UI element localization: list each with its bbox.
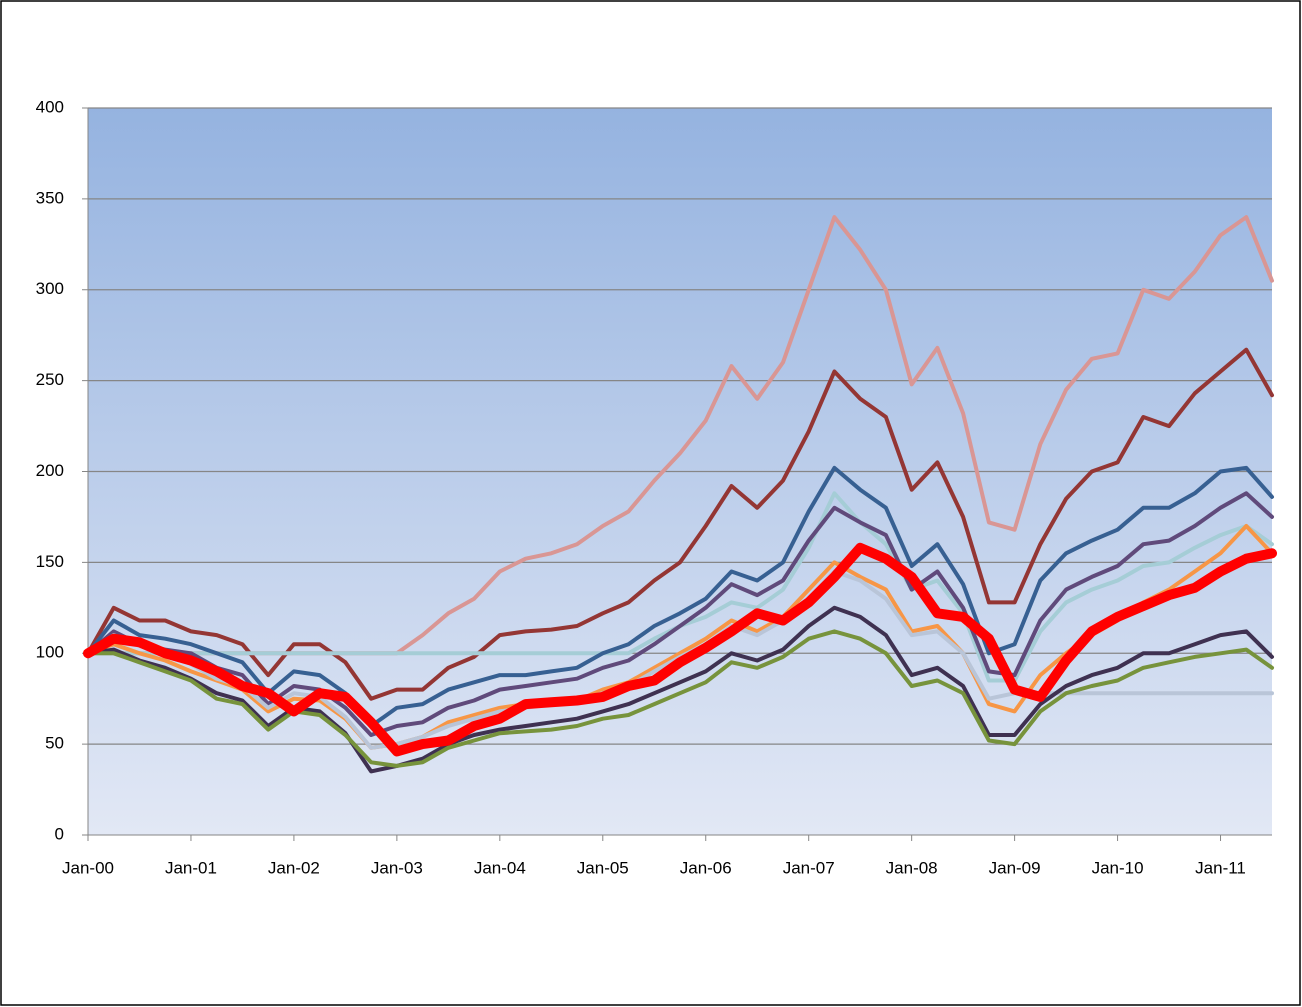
y-tick-label: 350: [36, 188, 64, 207]
series-line: [86, 605, 1274, 774]
x-tick-label: Jan-06: [680, 858, 732, 877]
y-tick-label: 250: [36, 370, 64, 389]
x-tick-label: Jan-01: [165, 858, 217, 877]
y-tick-label: 150: [36, 552, 64, 571]
y-tick-label: 400: [36, 97, 64, 116]
y-tick-label: 50: [45, 734, 64, 753]
x-tick-label: Jan-09: [989, 858, 1041, 877]
x-tick-label: Jan-03: [371, 858, 423, 877]
x-tick-label: Jan-07: [783, 858, 835, 877]
x-tick-label: Jan-04: [474, 858, 526, 877]
x-tick-label: Jan-11: [1195, 858, 1246, 877]
x-tick-label: Jan-00: [62, 858, 114, 877]
series-line: [83, 542, 1277, 757]
y-tick-label: 300: [36, 279, 64, 298]
series-line: [86, 465, 1274, 728]
y-tick-label: 100: [36, 643, 64, 662]
x-tick-label: Jan-02: [268, 858, 320, 877]
x-tick-label: Jan-08: [886, 858, 938, 877]
x-tick-label: Jan-10: [1092, 858, 1144, 877]
y-tick-label: 200: [36, 461, 64, 480]
series-line: [86, 629, 1274, 768]
series-line: [86, 491, 1274, 737]
x-tick-label: Jan-05: [577, 858, 629, 877]
y-tick-label: 0: [55, 824, 64, 843]
